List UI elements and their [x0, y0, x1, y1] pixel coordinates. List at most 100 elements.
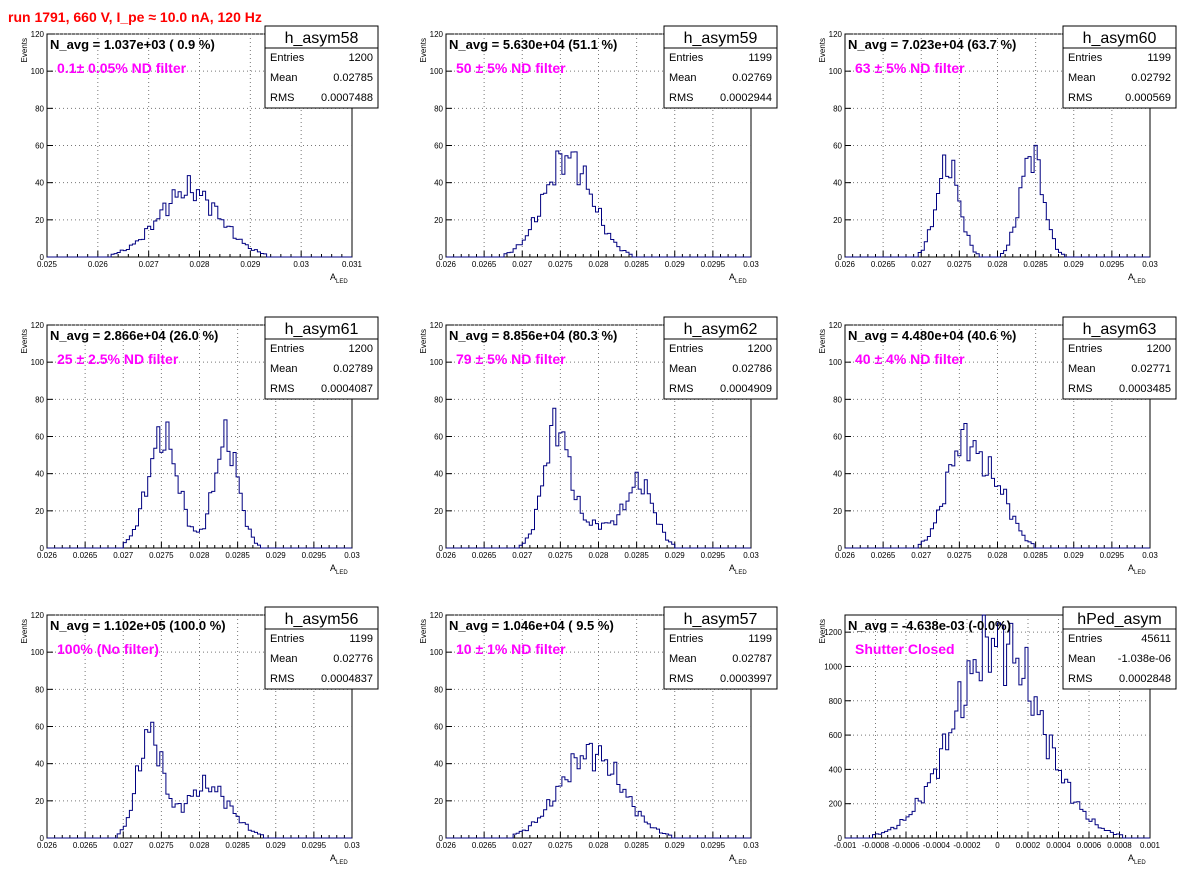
- hist-name: h_asym61: [285, 321, 359, 338]
- y-tick-label: 600: [829, 731, 843, 740]
- filter-label: 40 ± 4% ND filter: [855, 351, 965, 367]
- x-tick-label: 0.0295: [302, 551, 327, 560]
- x-tick-label: 0.027: [113, 551, 134, 560]
- stats-box: [1062, 338, 1177, 400]
- x-tick-label: 0.03: [344, 551, 360, 560]
- stat-value: 1199: [349, 633, 373, 645]
- histogram-line: [446, 407, 751, 549]
- hist-name: h_asym60: [1083, 30, 1157, 47]
- y-tick-label: 40: [833, 470, 842, 479]
- y-tick-label: 200: [829, 800, 843, 809]
- y-tick-label: 60: [35, 433, 44, 442]
- y-tick-label: 20: [35, 216, 44, 225]
- x-tick-label: 0.028: [189, 841, 210, 850]
- stat-label: RMS: [270, 673, 294, 685]
- filter-label: 10 ± 1% ND filter: [456, 641, 566, 657]
- stat-value: 1200: [748, 343, 772, 355]
- stat-label: RMS: [270, 92, 294, 104]
- stat-value: 1200: [1147, 343, 1171, 355]
- y-tick-label: 60: [434, 723, 443, 732]
- x-tick-label: 0.03: [344, 841, 360, 850]
- x-tick-label: 0.027: [512, 260, 533, 269]
- stat-value: 0.0004087: [321, 383, 373, 395]
- y-tick-label: 100: [430, 67, 444, 76]
- y-tick-label: 120: [430, 30, 444, 39]
- x-tick-label: 0.0295: [1100, 551, 1125, 560]
- y-tick-label: 60: [434, 142, 443, 151]
- x-tick-label: 0.0275: [548, 551, 573, 560]
- y-tick-label: 40: [434, 760, 443, 769]
- hist-name: h_asym56: [285, 611, 359, 628]
- x-tick-label: 0.0285: [624, 260, 649, 269]
- x-tick-label: 0.0265: [871, 260, 896, 269]
- navg-label: N_avg = 7.023e+04 (63.7 %): [848, 37, 1016, 52]
- stat-value: 0.0002848: [1119, 673, 1171, 685]
- stat-value: 0.02776: [333, 653, 373, 665]
- x-tick-label: 0.03: [743, 260, 759, 269]
- panel-h_asym58: 0.025 0.026 0.027 0.028 0.029 0.03 0.031 0 20 40 6…: [20, 25, 379, 285]
- x-axis-label: ALED: [1128, 563, 1146, 576]
- stat-label: Entries: [1068, 52, 1103, 64]
- x-tick-label: 0.0295: [701, 551, 726, 560]
- y-tick-label: 120: [430, 321, 444, 330]
- navg-label: N_avg = 2.866e+04 (26.0 %): [50, 328, 218, 343]
- y-tick-label: 0: [838, 544, 843, 553]
- stat-value: 0.02789: [333, 363, 373, 375]
- y-tick-label: 20: [833, 216, 842, 225]
- y-tick-label: 800: [829, 697, 843, 706]
- hist-name: h_asym62: [684, 321, 758, 338]
- filter-label: 25 ± 2.5% ND filter: [57, 351, 179, 367]
- y-tick-label: 40: [434, 470, 443, 479]
- y-tick-label: 120: [31, 611, 45, 620]
- stat-label: Mean: [1068, 72, 1096, 84]
- y-tick-label: 20: [833, 507, 842, 516]
- y-tick-label: 120: [31, 30, 45, 39]
- x-tick-label: 0.0275: [548, 260, 573, 269]
- histogram-line: [47, 721, 352, 839]
- x-tick-label: 0.028: [588, 260, 609, 269]
- x-tick-label: 0.029: [665, 551, 686, 560]
- stat-label: Mean: [270, 72, 298, 84]
- x-tick-label: 0.0275: [947, 260, 972, 269]
- stat-value: 45611: [1141, 633, 1171, 645]
- stat-label: Entries: [1068, 343, 1103, 355]
- stat-label: Mean: [669, 72, 697, 84]
- filter-label: 79 ± 5% ND filter: [456, 351, 566, 367]
- y-tick-label: 100: [31, 358, 45, 367]
- hist-name: h_asym58: [285, 30, 359, 47]
- navg-label: N_avg = 1.102e+05 (100.0 %): [50, 618, 226, 633]
- x-tick-label: 0.028: [588, 841, 609, 850]
- stat-label: Mean: [669, 363, 697, 375]
- x-tick-label: 0.03: [1142, 551, 1158, 560]
- x-tick-label: 0.028: [987, 260, 1008, 269]
- x-tick-label: 0.0275: [947, 551, 972, 560]
- stat-label: Entries: [1068, 633, 1103, 645]
- x-tick-label: 0.0265: [472, 260, 497, 269]
- panel-h_asym63: 0.026 0.0265 0.027 0.0275 0.028 0.0285 0.029 0.…: [818, 316, 1177, 576]
- histogram-line: [446, 150, 751, 258]
- x-tick-label: 0.028: [987, 551, 1008, 560]
- y-axis-label: Events: [419, 619, 428, 643]
- stat-value: 0.02785: [333, 72, 373, 84]
- stat-label: Mean: [669, 653, 697, 665]
- y-axis-label: Events: [419, 38, 428, 62]
- x-tick-label: 0.026: [436, 551, 457, 560]
- stat-value: 0.0003997: [720, 673, 772, 685]
- x-tick-label: 0.029: [240, 260, 261, 269]
- x-tick-label: 0.0275: [149, 841, 174, 850]
- navg-label: N_avg = 8.856e+04 (80.3 %): [449, 328, 617, 343]
- x-axis-label: ALED: [729, 563, 747, 576]
- x-tick-label: 0.027: [139, 260, 160, 269]
- y-tick-label: 20: [434, 216, 443, 225]
- y-axis-label: Events: [20, 38, 29, 62]
- y-axis-label: Events: [419, 329, 428, 353]
- x-tick-label: 0.0295: [701, 841, 726, 850]
- histogram-line: [845, 423, 1150, 549]
- x-tick-label: 0.0275: [548, 841, 573, 850]
- hist-name: hPed_asym: [1077, 611, 1162, 628]
- y-tick-label: 80: [833, 395, 842, 404]
- y-tick-label: 0: [40, 253, 45, 262]
- stat-value: 1199: [1147, 52, 1171, 64]
- x-tick-label: 0.027: [512, 841, 533, 850]
- y-tick-label: 40: [833, 179, 842, 188]
